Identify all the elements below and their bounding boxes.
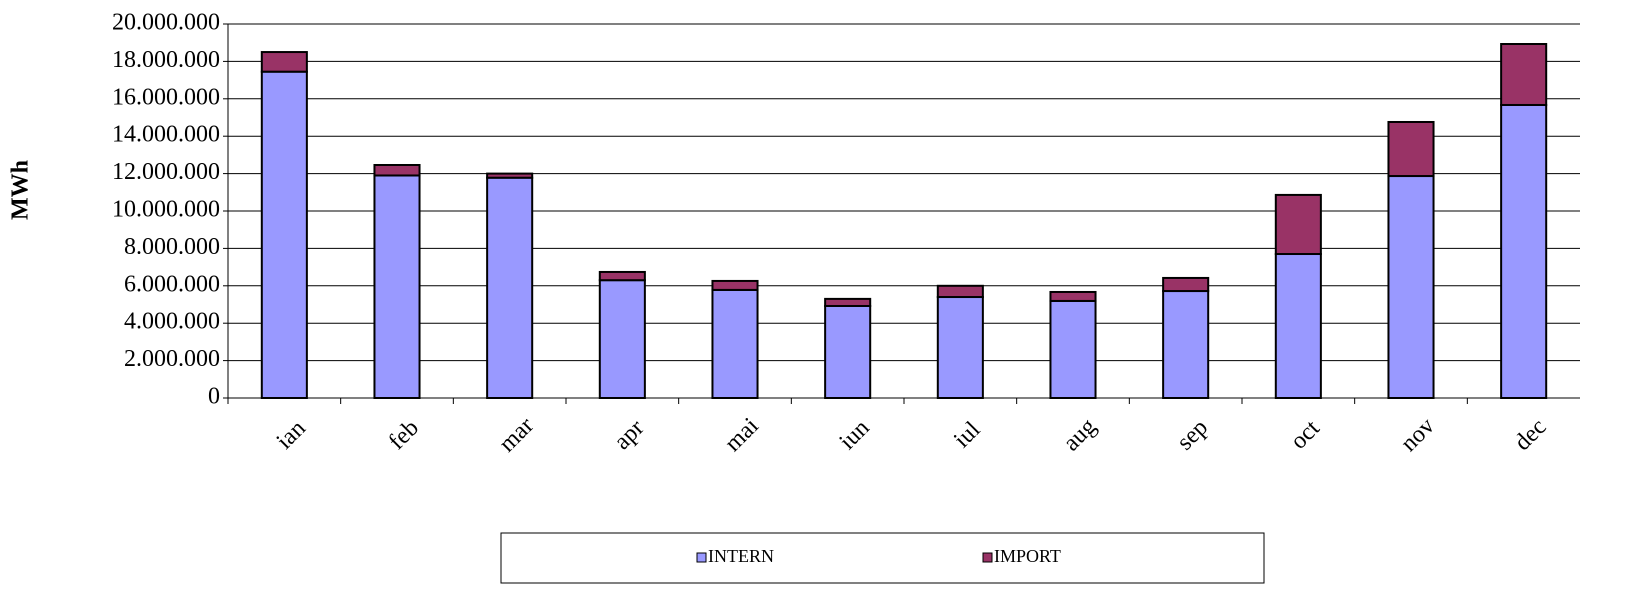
x-tick-label: aug [1058, 413, 1101, 456]
legend-label: INTERN [708, 546, 774, 566]
x-tick-label: dec [1510, 414, 1552, 456]
x-tick-label: feb [384, 415, 424, 455]
bar-segment [711, 279, 759, 291]
bar-segment [1500, 43, 1548, 106]
bar-segment [824, 297, 872, 307]
bar-segment [1049, 290, 1097, 302]
bar-segment [1162, 290, 1210, 400]
bar-segment [936, 296, 984, 399]
y-tick-label: 20.000.000 [112, 10, 220, 36]
bar-segment [373, 163, 421, 177]
x-tick-label: nov [1396, 413, 1440, 457]
bar-segment [1274, 253, 1322, 399]
y-tick-label: 8.000.000 [124, 234, 220, 260]
bar-segment [486, 172, 534, 179]
y-axis-label: MWh [8, 160, 34, 220]
y-tick-label: 10.000.000 [112, 197, 220, 223]
y-tick-label: 2.000.000 [124, 346, 220, 372]
y-tick-label: 0 [208, 384, 220, 410]
y-tick-label: 6.000.000 [124, 271, 220, 297]
bar-segment [373, 174, 421, 399]
bar-segment [1500, 103, 1548, 399]
legend-swatch [982, 552, 993, 563]
bar-segment [598, 270, 646, 282]
bar-segment [1274, 193, 1322, 256]
legend-box [500, 532, 1265, 584]
bar-segment [711, 288, 759, 399]
bar-segment [824, 304, 872, 399]
x-tick-label: mai [720, 413, 764, 457]
x-tick-label: mar [494, 413, 539, 458]
x-tick-label: iul [949, 417, 986, 454]
bar-segment [486, 176, 534, 399]
x-tick-label: ian [272, 415, 311, 454]
bar-segment [936, 284, 984, 299]
bar-segment [1387, 120, 1435, 178]
y-tick-label: 12.000.000 [112, 159, 220, 185]
bar-segment [1049, 299, 1097, 399]
x-tick-label: apr [609, 415, 649, 455]
y-tick-label: 4.000.000 [124, 309, 220, 335]
bar-segment [260, 70, 308, 399]
bar-segment [1387, 175, 1435, 399]
x-tick-label: iun [835, 415, 875, 455]
bar-segment [1162, 276, 1210, 293]
legend-swatch [696, 552, 707, 563]
y-tick-label: 16.000.000 [112, 84, 220, 110]
bar-segment [598, 279, 646, 399]
legend-label: IMPORT [994, 546, 1061, 566]
y-tick-label: 18.000.000 [112, 47, 220, 73]
x-tick-label: sep [1172, 414, 1213, 455]
bar-segment [260, 51, 308, 73]
y-tick-label: 14.000.000 [112, 122, 220, 148]
x-tick-label: oct [1286, 415, 1325, 454]
